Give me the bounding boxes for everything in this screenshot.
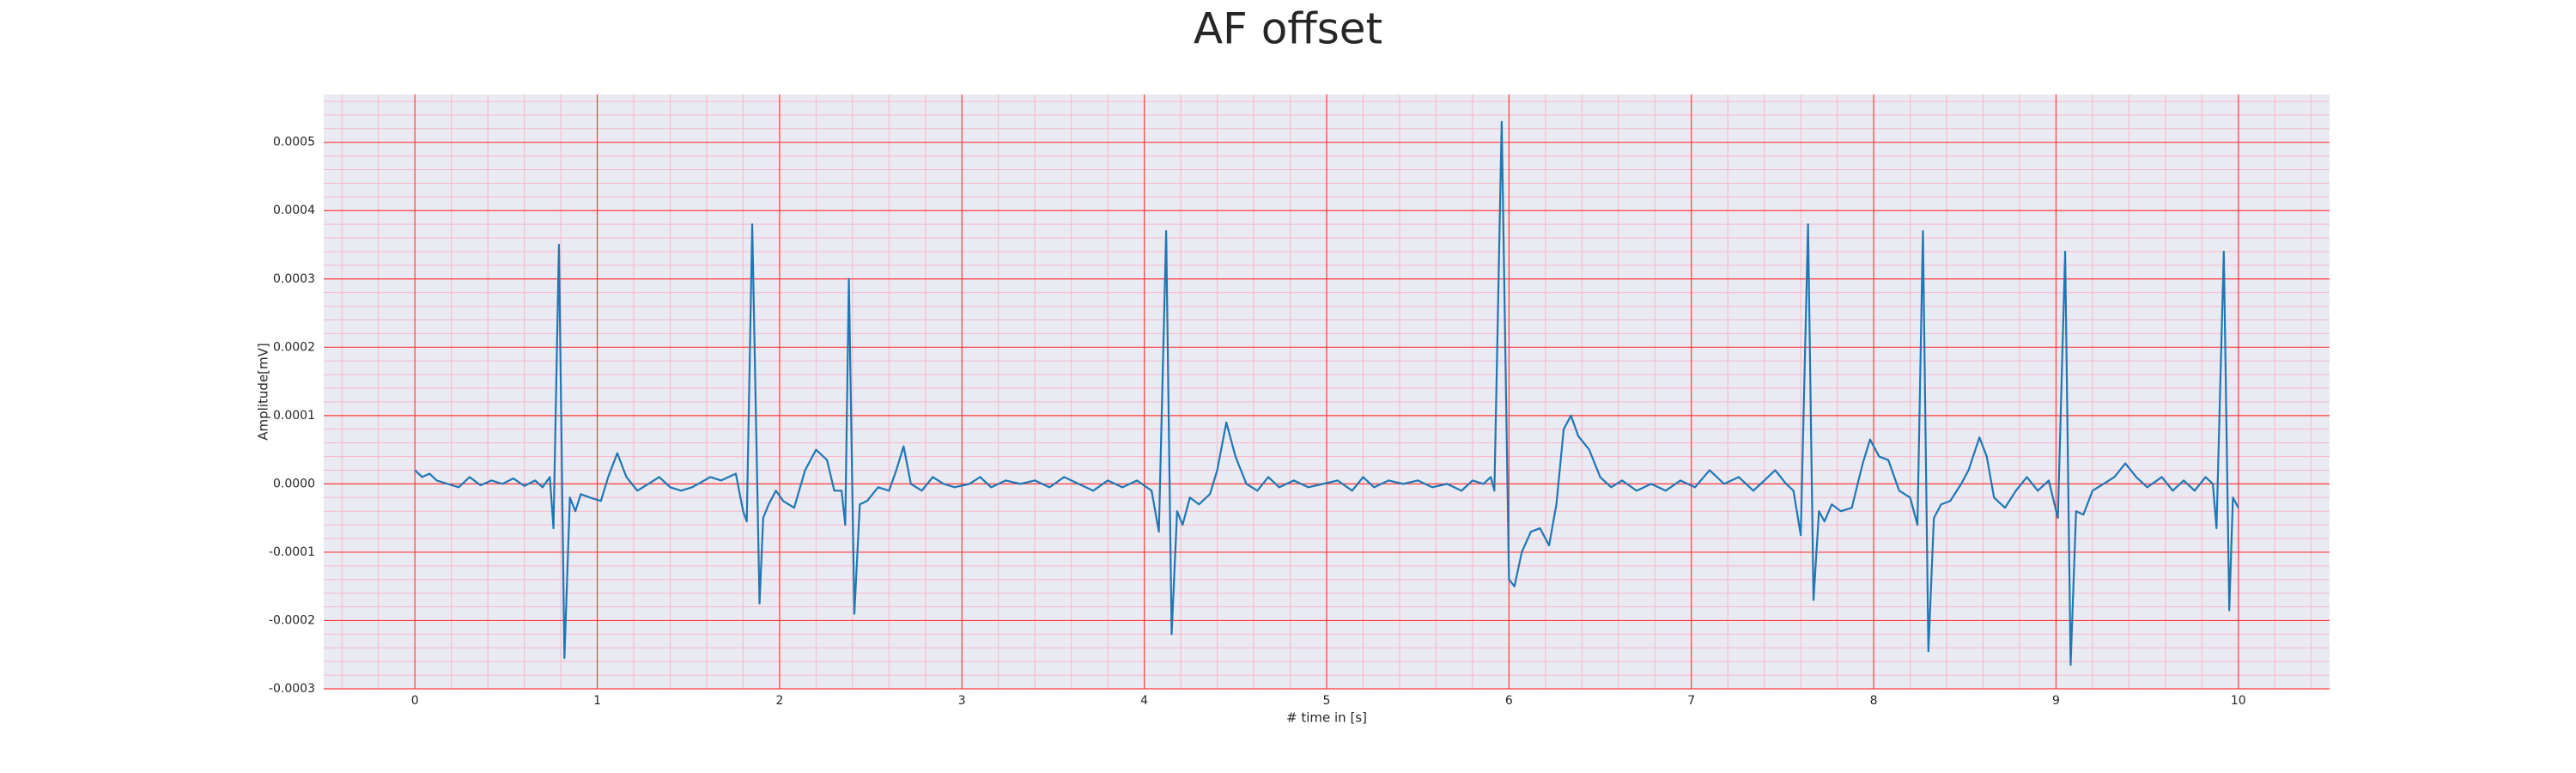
y-tick-label: -0.0001 bbox=[269, 545, 315, 559]
x-tick-label: 1 bbox=[593, 694, 601, 708]
y-axis-label: Amplitude[mV] bbox=[256, 343, 271, 440]
chart-title: AF offset bbox=[1194, 4, 1382, 54]
y-tick-label: 0.0000 bbox=[273, 477, 315, 490]
x-tick-label: 6 bbox=[1505, 694, 1513, 708]
y-tick-label: -0.0002 bbox=[269, 613, 315, 627]
y-tick-label: 0.0005 bbox=[273, 136, 315, 149]
x-tick-label: 5 bbox=[1323, 694, 1331, 708]
x-tick-label: 9 bbox=[2052, 694, 2060, 708]
x-tick-label: 10 bbox=[2231, 694, 2246, 708]
x-tick-label: 8 bbox=[1870, 694, 1878, 708]
y-tick-label: 0.0002 bbox=[273, 340, 315, 354]
x-tick-label: 0 bbox=[411, 694, 419, 708]
y-tick-label: -0.0003 bbox=[269, 682, 315, 696]
y-tick-label: 0.0003 bbox=[273, 272, 315, 286]
x-tick-label: 2 bbox=[775, 694, 783, 708]
ecg-line bbox=[414, 120, 2239, 666]
x-tick-label: 4 bbox=[1140, 694, 1148, 708]
x-axis-label: # time in [s] bbox=[1286, 710, 1367, 726]
y-tick-label: 0.0004 bbox=[273, 204, 315, 217]
x-tick-label: 7 bbox=[1687, 694, 1695, 708]
x-tick-label: 3 bbox=[958, 694, 966, 708]
y-tick-label: 0.0001 bbox=[273, 409, 315, 423]
